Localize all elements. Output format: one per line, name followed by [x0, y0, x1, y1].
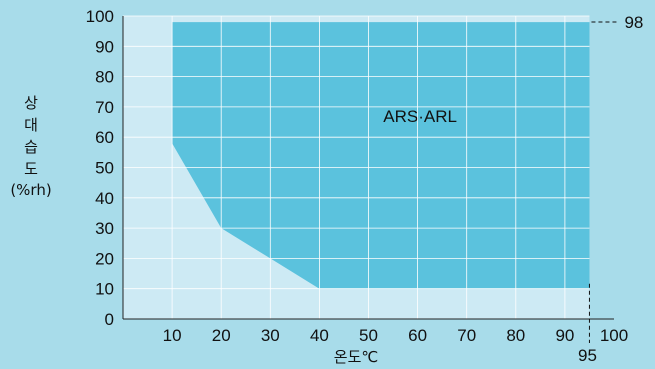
y-tick-label: 70 [95, 98, 114, 117]
y-axis-label-line: 도 [24, 160, 38, 178]
callout-95-label: 95 [578, 346, 597, 365]
y-tick-label: 40 [95, 189, 114, 208]
y-tick-label: 20 [95, 249, 114, 268]
x-tick-label: 70 [457, 326, 476, 345]
x-tick-label: 60 [408, 326, 427, 345]
y-axis-label-line: 습 [24, 138, 38, 156]
x-tick-label: 30 [261, 326, 280, 345]
x-axis-label: 온도℃ [334, 348, 378, 366]
y-tick-label: 60 [95, 128, 114, 147]
x-tick-label: 40 [310, 326, 329, 345]
y-axis-label-line: (%rh) [10, 181, 51, 199]
x-tick-label: 50 [359, 326, 378, 345]
y-tick-label: 90 [95, 37, 114, 56]
y-tick-label: 80 [95, 68, 114, 87]
x-tick-label: 100 [600, 326, 628, 345]
y-tick-label: 100 [86, 7, 114, 26]
y-tick-label: 10 [95, 280, 114, 299]
annotations: 98 95 [578, 13, 643, 365]
region-label: ARS·ARL [383, 107, 457, 126]
y-tick-label: 30 [95, 219, 114, 238]
x-tick-label: 10 [163, 326, 182, 345]
ars-arl-region: ARS·ARL [172, 22, 590, 289]
y-axis-label-line: 상 [24, 94, 38, 112]
x-tick-label: 20 [212, 326, 231, 345]
x-tick-labels: 10 20 30 40 50 60 70 80 90 100 [163, 326, 629, 345]
y-tick-label: 50 [95, 159, 114, 178]
y-tick-label: 0 [105, 310, 114, 329]
y-tick-labels: 0 10 20 30 40 50 60 70 80 90 100 [86, 7, 114, 329]
axes [122, 16, 614, 320]
y-axis-label-line: 대 [24, 116, 38, 134]
grid-lines [123, 15, 590, 319]
x-tick-label: 90 [555, 326, 574, 345]
x-tick-label: 80 [506, 326, 525, 345]
region-area-0 [172, 22, 590, 289]
callout-98-label: 98 [624, 13, 643, 32]
